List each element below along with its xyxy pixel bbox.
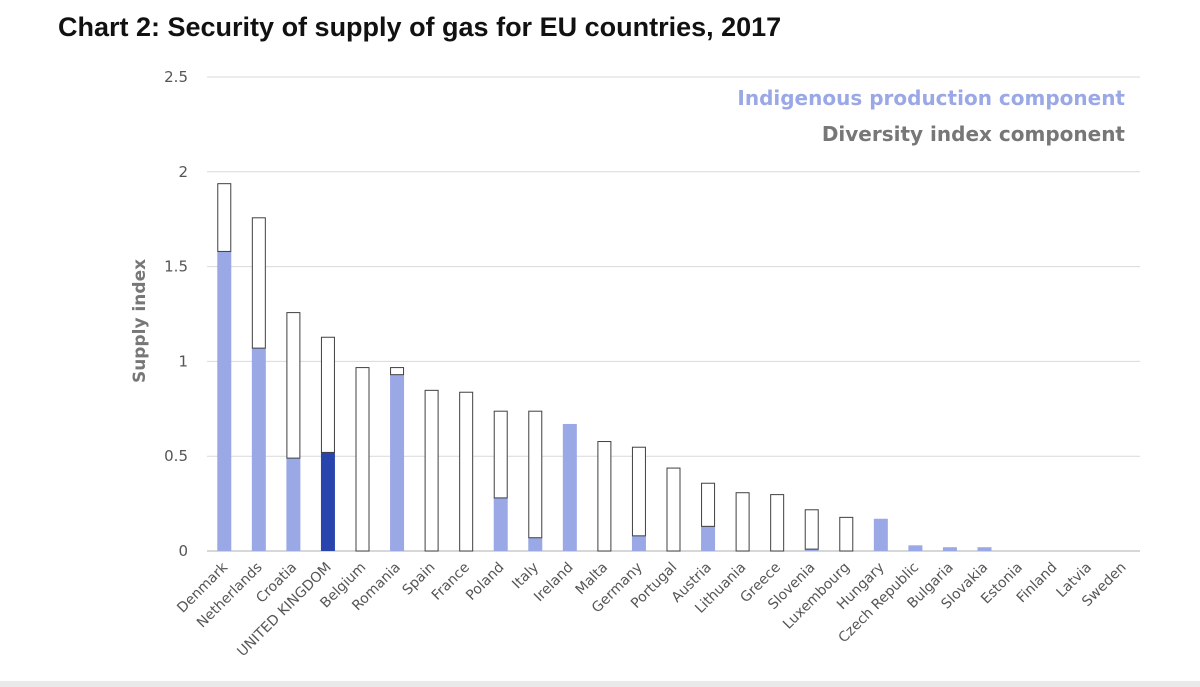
bar-diversity bbox=[631, 446, 646, 537]
bar-diversity bbox=[424, 389, 439, 552]
bottom-divider bbox=[0, 681, 1200, 687]
bar-production bbox=[942, 547, 957, 551]
bar-diversity bbox=[839, 516, 854, 552]
y-axis-label: Supply index bbox=[130, 259, 150, 383]
bar-diversity bbox=[286, 312, 301, 459]
bar-production bbox=[528, 537, 543, 551]
y-tick-label: 0.5 bbox=[164, 447, 188, 465]
bar-production bbox=[804, 549, 819, 551]
bar-diversity bbox=[390, 367, 405, 376]
bar-diversity bbox=[355, 367, 370, 552]
bar-diversity bbox=[804, 509, 819, 550]
bar-production bbox=[286, 458, 301, 551]
y-tick-label: 2 bbox=[178, 163, 188, 181]
bar-diversity bbox=[217, 183, 232, 252]
bar-diversity bbox=[597, 441, 612, 552]
bar-production bbox=[493, 497, 508, 551]
legend-production: Indigenous production component bbox=[737, 86, 1125, 110]
bar-diversity bbox=[528, 410, 543, 539]
legend-diversity: Diversity index component bbox=[822, 122, 1126, 146]
chart-title: Chart 2: Security of supply of gas for E… bbox=[58, 12, 782, 42]
bar-production bbox=[217, 251, 232, 551]
bar-diversity bbox=[459, 391, 474, 552]
y-tick-label: 1 bbox=[178, 352, 188, 370]
category-label: Ireland bbox=[531, 560, 577, 606]
bar-production bbox=[701, 526, 716, 551]
bar-production bbox=[977, 547, 992, 551]
y-axis-ticks: 0 0.5 1 1.5 2 2.5 bbox=[164, 68, 188, 560]
bar-diversity bbox=[735, 492, 750, 552]
bar-production bbox=[320, 452, 335, 551]
bars bbox=[217, 183, 992, 552]
bar-production bbox=[251, 348, 266, 551]
bar-production bbox=[390, 374, 405, 551]
y-tick-label: 2.5 bbox=[164, 68, 188, 86]
bar-production bbox=[873, 518, 888, 551]
bar-diversity bbox=[701, 482, 716, 527]
bar-diversity bbox=[493, 410, 508, 499]
category-label: Poland bbox=[463, 560, 507, 604]
bar-diversity bbox=[251, 217, 266, 349]
bar-production bbox=[908, 545, 923, 551]
bar-diversity bbox=[770, 494, 785, 552]
bar-diversity bbox=[666, 467, 681, 552]
bar-production bbox=[631, 535, 646, 551]
bar-diversity bbox=[320, 336, 335, 453]
bar-production bbox=[562, 423, 577, 551]
y-tick-label: 0 bbox=[178, 542, 188, 560]
y-tick-label: 1.5 bbox=[164, 258, 188, 276]
